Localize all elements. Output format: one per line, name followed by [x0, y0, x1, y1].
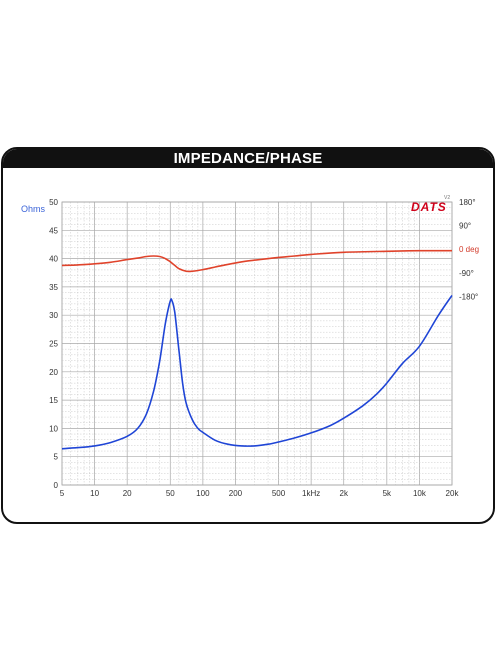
- y-tick-label-left: 40: [49, 255, 58, 264]
- x-tick-label: 10: [90, 489, 99, 498]
- y-tick-label-right: -180°: [459, 292, 478, 301]
- x-tick-label: 10k: [413, 489, 427, 498]
- x-tick-label: 100: [196, 489, 210, 498]
- x-tick-label: 2k: [340, 489, 349, 498]
- brand-version-text: V2: [444, 195, 450, 201]
- y-tick-label-left: 15: [49, 396, 58, 405]
- x-tick-label: 5: [60, 489, 65, 498]
- chart-title: IMPEDANCE/PHASE: [3, 149, 493, 168]
- y-tick-label-left: 30: [49, 311, 58, 320]
- phase-curve: [61, 249, 452, 273]
- x-tick-label: 500: [272, 489, 286, 498]
- y-axis-label-left: Ohms: [21, 204, 46, 214]
- y-tick-label-left: 45: [49, 226, 58, 235]
- y-tick-label-left: 50: [49, 198, 58, 207]
- y-tick-label-left: 35: [49, 283, 58, 292]
- y-tick-label-right: -90°: [459, 269, 474, 278]
- y-tick-label-left: 20: [49, 368, 58, 377]
- y-tick-label-right: 0 deg: [459, 245, 479, 254]
- x-tick-label: 20k: [446, 489, 460, 498]
- y-tick-label-right: 90°: [459, 222, 471, 231]
- x-tick-label: 5k: [383, 489, 392, 498]
- y-tick-label-left: 25: [49, 340, 58, 349]
- y-tick-label-right: 180°: [459, 198, 476, 207]
- y-tick-label-left: 0: [54, 481, 59, 490]
- grid: [61, 201, 453, 486]
- y-tick-label-left: 10: [49, 424, 58, 433]
- axes: 5 10 20 50 100 200 500 1kHz 2k 5k 10k 20k0510152025…: [49, 198, 479, 498]
- impedance-phase-chart: 5 10 20 50 100 200 500 1kHz 2k 5k 10k 20k0510152025…: [21, 195, 479, 498]
- x-tick-label: 1kHz: [302, 489, 320, 498]
- brand-logo-text: DATS: [411, 200, 447, 214]
- x-tick-label: 200: [229, 489, 243, 498]
- x-tick-label: 20: [123, 489, 132, 498]
- y-tick-label-left: 5: [54, 453, 59, 462]
- plot-series: [61, 249, 453, 450]
- chart-frame: IMPEDANCE/PHASE 5 10 20 50 100 200 500 1kHz 2k 5k…: [1, 147, 495, 524]
- impedance-curve: [61, 294, 453, 450]
- x-tick-label: 50: [166, 489, 175, 498]
